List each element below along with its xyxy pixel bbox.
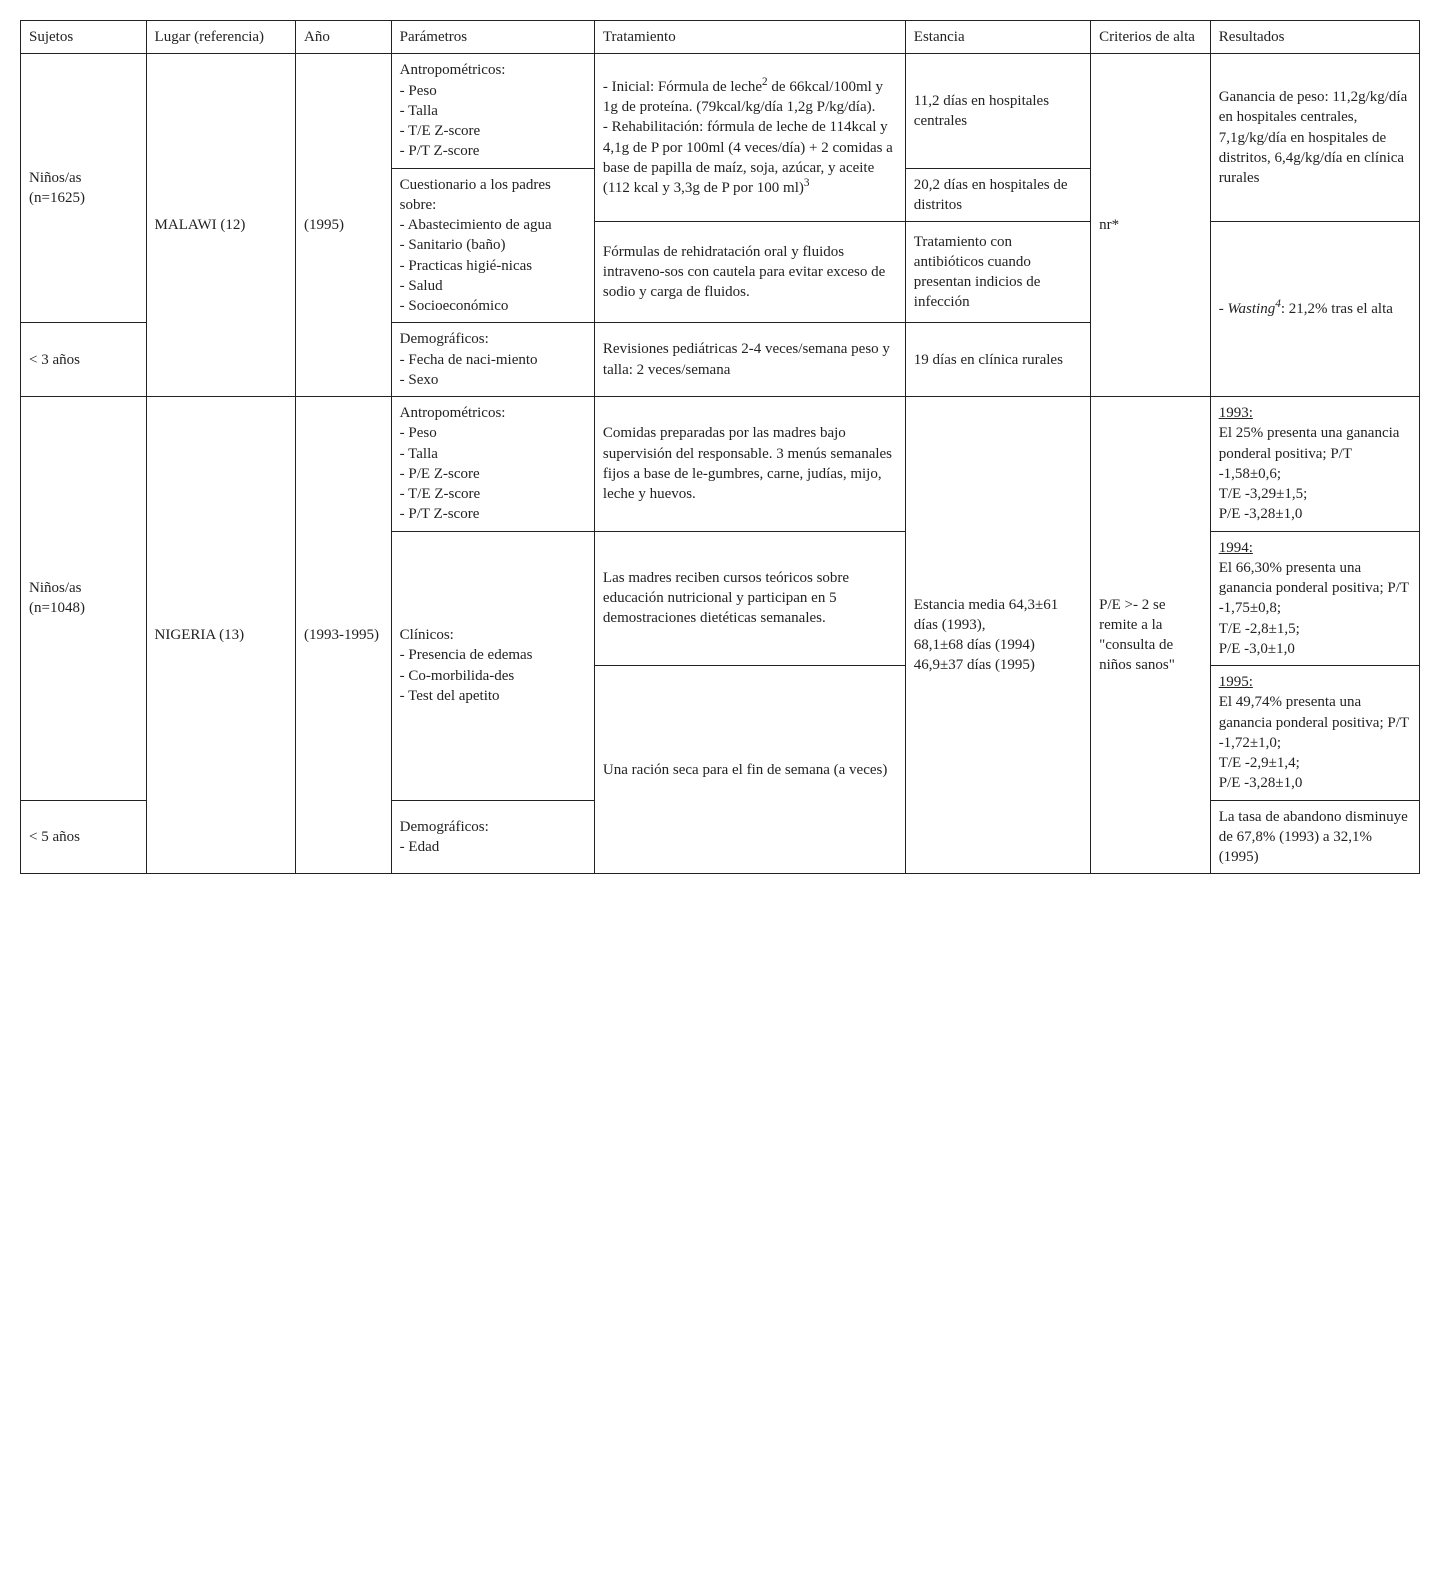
header-estancia: Estancia [905, 21, 1090, 54]
s1-trat2: Fórmulas de rehidratación oral y fluidos… [594, 222, 905, 323]
s1-est2: 20,2 días en hospitales de distritos [905, 168, 1090, 222]
s1-row1: Niños/as (n=1625) MALAWI (12) (1995) Ant… [21, 54, 1420, 168]
s1-sujetos-a: Niños/as (n=1625) [21, 54, 147, 323]
s2-res3: 1995:El 49,74% presenta una ganancia pon… [1210, 666, 1419, 801]
s1-res1: Ganancia de peso: 11,2g/kg/día en hospit… [1210, 54, 1419, 222]
s2-crit: P/E >- 2 se remite a la "consulta de niñ… [1091, 397, 1211, 874]
s2-res2: 1994:El 66,30% presenta una ganancia pon… [1210, 531, 1419, 666]
s2-row1: Niños/as (n=1048) NIGERIA (13) (1993-199… [21, 397, 1420, 532]
s1-est3: Tratamiento con antibióticos cuando pres… [905, 222, 1090, 323]
s1-crit: nr* [1091, 54, 1211, 397]
s1-trat1: - Inicial: Fórmula de leche2 de 66kcal/1… [594, 54, 905, 222]
header-sujetos: Sujetos [21, 21, 147, 54]
header-ano: Año [296, 21, 392, 54]
s1-res2: - Wasting4: 21,2% tras el alta [1210, 222, 1419, 397]
header-parametros: Parámetros [391, 21, 594, 54]
s2-trat1: Comidas preparadas por las madres bajo s… [594, 397, 905, 532]
header-row: Sujetos Lugar (referencia) Año Parámetro… [21, 21, 1420, 54]
s1-lugar: MALAWI (12) [146, 54, 295, 397]
header-lugar: Lugar (referencia) [146, 21, 295, 54]
header-resultados: Resultados [1210, 21, 1419, 54]
s2-res1: 1993:El 25% presenta una ganancia ponder… [1210, 397, 1419, 532]
s2-trat3: Una ración seca para el fin de semana (a… [594, 666, 905, 874]
s1-trat3: Revisiones pediátricas 2-4 veces/semana … [594, 323, 905, 397]
s2-param2: Clínicos:- Presencia de edemas- Co-morbi… [391, 531, 594, 800]
s2-param3: Demográficos:- Edad [391, 800, 594, 874]
s2-trat2: Las madres reciben cursos teóricos sobre… [594, 531, 905, 666]
s1-param2: Cuestionario a los padres sobre:- Abaste… [391, 168, 594, 323]
s1-param1: Antropométricos:- Peso- Talla- T/E Z-sco… [391, 54, 594, 168]
s1-est1: 11,2 días en hospitales centrales [905, 54, 1090, 168]
header-criterios: Criterios de alta [1091, 21, 1211, 54]
s2-sujetos-a: Niños/as (n=1048) [21, 397, 147, 801]
studies-table: Sujetos Lugar (referencia) Año Parámetro… [20, 20, 1420, 874]
s1-ano: (1995) [296, 54, 392, 397]
s2-param1: Antropométricos:- Peso- Talla- P/E Z-sco… [391, 397, 594, 532]
s1-est4: 19 días en clínica rurales [905, 323, 1090, 397]
s1-sujetos-b: < 3 años [21, 323, 147, 397]
s2-lugar: NIGERIA (13) [146, 397, 295, 874]
header-tratamiento: Tratamiento [594, 21, 905, 54]
s2-ano: (1993-1995) [296, 397, 392, 874]
s2-sujetos-b: < 5 años [21, 800, 147, 874]
s2-est: Estancia media 64,3±61 días (1993),68,1±… [905, 397, 1090, 874]
s1-param3: Demográficos:- Fecha de naci-miento- Sex… [391, 323, 594, 397]
s2-res4: La tasa de abandono disminuye de 67,8% (… [1210, 800, 1419, 874]
